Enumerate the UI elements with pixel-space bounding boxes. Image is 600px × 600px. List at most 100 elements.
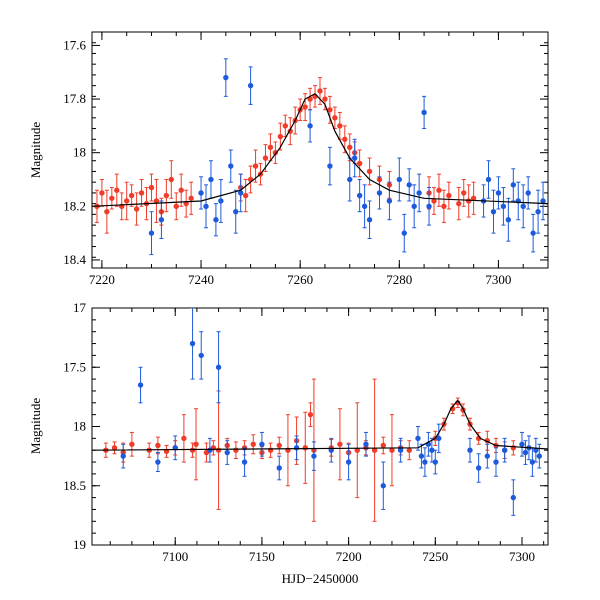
blue-point: [467, 447, 473, 453]
red-point: [104, 208, 110, 215]
blue-point: [396, 176, 403, 183]
red-point: [111, 445, 118, 451]
red-point: [123, 198, 130, 204]
blue-point: [426, 203, 432, 210]
bottom-panel-frame: [91, 307, 549, 546]
red-point: [337, 441, 343, 447]
red-point: [99, 190, 105, 196]
blue-point: [351, 155, 358, 161]
blue-point: [213, 217, 219, 223]
blue-point: [363, 441, 369, 447]
blue-point: [432, 459, 439, 465]
blue-point: [224, 449, 230, 456]
blue-point: [422, 459, 428, 465]
bottom-panel-ticks: 7100 7150 7200 7250 7300 17 17.5 18 18.5 19: [63, 300, 548, 564]
blue-point: [415, 435, 421, 442]
blue-point: [495, 190, 502, 196]
blue-point: [198, 190, 204, 196]
blue-series: [148, 58, 546, 256]
red-point: [181, 435, 187, 442]
top-panel-frame: [91, 31, 549, 269]
y-tick-label: 17.6: [63, 37, 86, 52]
top-y-axis-label: Magnitude: [28, 122, 43, 179]
blue-point: [223, 74, 229, 81]
blue-point: [520, 203, 526, 210]
red-point: [356, 160, 363, 167]
y-tick-label: 18.4: [63, 252, 86, 267]
blue-point: [485, 176, 492, 183]
blue-point: [500, 203, 507, 210]
blue-point: [307, 123, 313, 129]
blue-point: [530, 230, 536, 236]
red-point: [163, 192, 170, 199]
blue-point: [505, 217, 512, 223]
red-point: [138, 190, 145, 196]
y-tick-label: 18: [73, 145, 86, 160]
blue-point: [484, 453, 491, 459]
blue-point: [120, 453, 126, 459]
blue-point: [233, 208, 239, 215]
red-point: [465, 198, 472, 204]
blue-point: [218, 198, 224, 204]
x-tick-label: 7150: [249, 549, 275, 564]
blue-point: [535, 208, 541, 215]
blue-point: [522, 449, 529, 456]
blue-point: [293, 445, 300, 451]
blue-point: [490, 208, 497, 215]
red-point: [347, 144, 353, 151]
blue-point: [475, 465, 482, 471]
x-axis-label: HJD−2450000: [282, 571, 359, 586]
blue-point: [208, 176, 214, 183]
red-point: [332, 115, 338, 121]
red-point: [431, 198, 437, 204]
bottom-panel: 7100 7150 7200 7250 7300 17 17.5 18 18.5 19 Magni…: [28, 300, 549, 586]
blue-point: [510, 182, 517, 188]
y-tick-label: 19: [73, 537, 86, 552]
red-point: [456, 200, 462, 207]
blue-point: [406, 182, 412, 188]
top-panel-ticks: 7220 7240 7260 7280 7300 17.6 17.8 18 18.2 18.4: [63, 31, 549, 287]
red-point: [128, 192, 135, 199]
bottom-panel-plot-area: [92, 308, 548, 522]
blue-series: [120, 308, 543, 516]
model-curve: [92, 399, 548, 451]
blue-point: [215, 364, 222, 370]
red-point: [276, 442, 282, 449]
blue-point: [380, 483, 386, 489]
blue-point: [536, 453, 543, 459]
top-panel: 7220 7240 7260 7280 7300 17.6 17.8 18 18.2 18.4 M…: [28, 31, 549, 287]
blue-point: [493, 459, 499, 465]
red-point: [322, 96, 328, 102]
x-tick-label: 7100: [162, 549, 188, 564]
red-point: [114, 187, 120, 193]
x-tick-label: 7300: [509, 549, 535, 564]
red-point: [337, 123, 343, 129]
x-tick-label: 7240: [188, 272, 214, 287]
red-point: [302, 445, 308, 451]
red-point: [155, 442, 161, 449]
blue-point: [276, 465, 282, 471]
blue-point: [356, 192, 363, 199]
blue-point: [401, 230, 407, 236]
blue-point: [189, 340, 196, 347]
blue-point: [421, 109, 427, 116]
red-point: [193, 441, 199, 447]
blue-point: [540, 198, 546, 204]
red-point: [307, 411, 314, 418]
red-point: [129, 441, 135, 447]
red-point: [389, 447, 395, 453]
red-point: [461, 190, 467, 196]
blue-point: [519, 441, 525, 447]
y-tick-label: 18.5: [63, 478, 86, 493]
red-point: [189, 447, 196, 453]
x-tick-label: 7200: [336, 549, 362, 564]
red-point: [133, 206, 140, 212]
x-tick-label: 7250: [422, 549, 448, 564]
blue-point: [237, 190, 244, 196]
red-point: [252, 163, 259, 169]
blue-point: [327, 163, 333, 169]
red-point: [178, 187, 184, 193]
red-point: [262, 155, 269, 161]
red-point: [441, 203, 447, 210]
